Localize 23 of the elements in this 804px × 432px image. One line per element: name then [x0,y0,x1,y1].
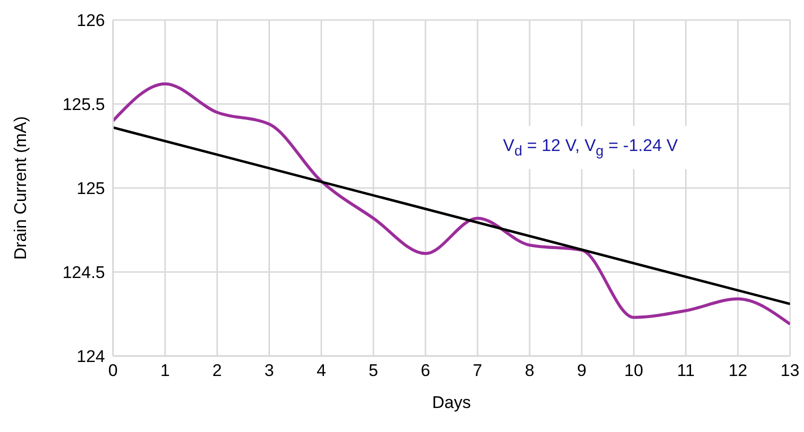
y-tick-label: 124 [76,347,105,366]
x-tick-label: 8 [524,361,534,380]
annotation: V$_{d}$ = 12 V, V$_{g}$ = -1.24 V [483,126,698,170]
x-tick-label: 2 [212,361,222,380]
x-tick-label: 11 [677,361,695,380]
y-tick-label: 125 [76,179,105,198]
x-tick-label: 4 [316,361,326,380]
x-tick-label: 12 [728,361,748,380]
x-axis-title: Days [432,393,471,412]
y-tick-label: 126 [76,11,105,30]
x-tick-label: 3 [264,361,274,380]
y-axis-title: Drain Current (mA) [11,116,30,260]
x-tick-label: 7 [472,361,482,380]
x-tick-label: 10 [624,361,644,380]
x-tick-label: 1 [160,361,170,380]
y-tick-label: 124.5 [62,263,105,282]
y-tick-label: 125.5 [62,95,105,114]
x-tick-label: 13 [780,361,800,380]
x-tick-label: 5 [368,361,378,380]
line-series [113,82,790,326]
x-tick-label: 0 [108,361,118,380]
x-tick-label: 6 [420,361,430,380]
x-tick-label: 9 [576,361,586,380]
